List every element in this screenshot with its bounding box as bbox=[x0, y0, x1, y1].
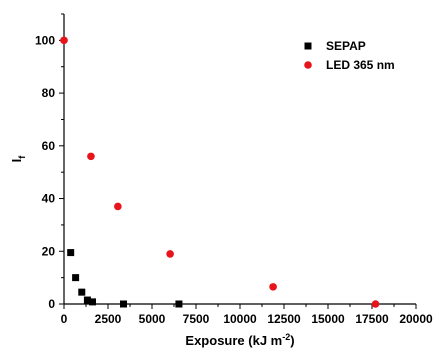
x-axis-ticks: 0 2500 5000 7500 10000 12500 15000 17500 20000 bbox=[61, 304, 433, 326]
legend-label: SEPAP bbox=[326, 39, 366, 53]
x-tick-label: 12500 bbox=[267, 312, 301, 326]
data-point bbox=[89, 298, 97, 306]
data-series bbox=[60, 36, 380, 308]
x-tick-label: 17500 bbox=[355, 312, 389, 326]
data-point bbox=[67, 249, 75, 257]
data-point bbox=[78, 288, 86, 296]
y-tick-label: 40 bbox=[42, 192, 56, 206]
data-point bbox=[114, 202, 122, 211]
y-tick-label: 60 bbox=[42, 139, 56, 153]
data-point bbox=[72, 274, 80, 282]
x-tick-label: 0 bbox=[61, 312, 68, 326]
series-led-365-nm bbox=[60, 36, 380, 308]
x-tick-label: 2500 bbox=[95, 312, 122, 326]
data-point bbox=[166, 250, 174, 258]
x-tick-label: 5000 bbox=[139, 312, 166, 326]
data-point bbox=[60, 36, 68, 45]
legend-item: LED 365 nm bbox=[304, 58, 395, 72]
data-point bbox=[175, 300, 183, 308]
y-axis-label: If bbox=[9, 155, 27, 163]
x-tick-label: 10000 bbox=[223, 312, 257, 326]
x-tick-label: 15000 bbox=[311, 312, 345, 326]
legend-label: LED 365 nm bbox=[326, 58, 395, 72]
legend: SEPAP LED 365 nm bbox=[304, 39, 395, 72]
legend-marker bbox=[304, 42, 312, 50]
data-point bbox=[83, 296, 91, 304]
data-point bbox=[87, 152, 95, 161]
y-tick-label: 100 bbox=[35, 33, 55, 47]
y-tick-label: 20 bbox=[42, 244, 56, 258]
y-axis-ticks: 0 20 40 60 80 100 bbox=[35, 13, 64, 311]
series-sepap bbox=[67, 249, 183, 308]
y-tick-label: 80 bbox=[42, 86, 56, 100]
x-tick-label: 7500 bbox=[183, 312, 210, 326]
x-tick-label: 20000 bbox=[399, 312, 433, 326]
legend-item: SEPAP bbox=[304, 39, 366, 53]
data-point bbox=[371, 300, 380, 308]
legend-marker bbox=[304, 61, 312, 69]
data-point bbox=[119, 300, 127, 308]
x-axis-label: Exposure (kJ m-2) bbox=[185, 332, 294, 348]
data-point bbox=[269, 283, 277, 291]
y-tick-label: 0 bbox=[48, 297, 55, 311]
